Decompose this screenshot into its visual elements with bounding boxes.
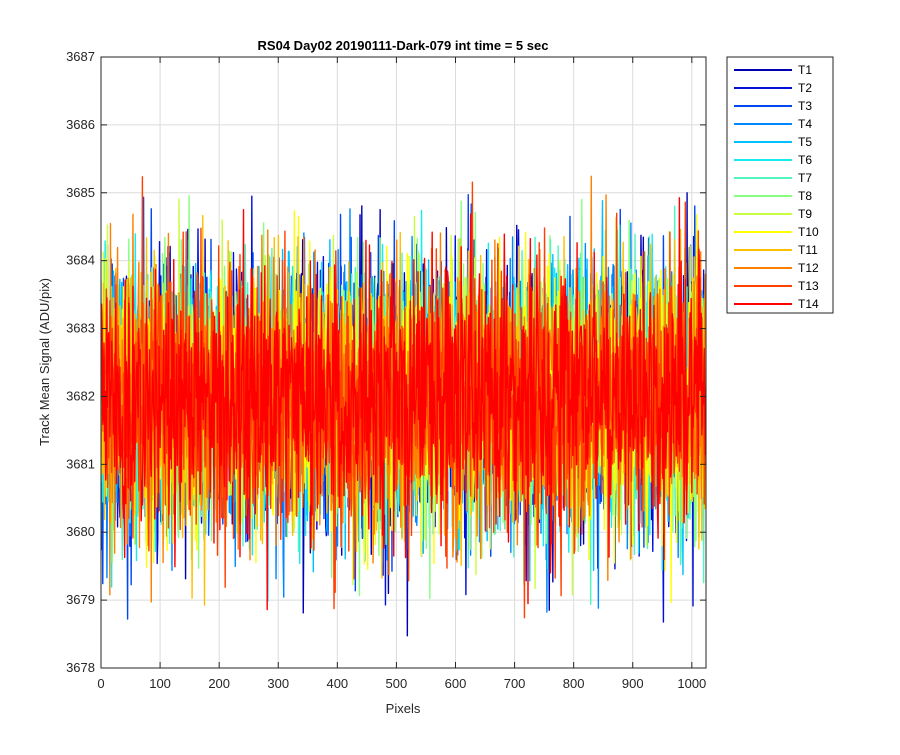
plot-frame (100, 56, 707, 669)
y-tick-label: 3682 (66, 388, 95, 403)
x-tick-label: 600 (445, 676, 467, 691)
legend-label-t12: T12 (798, 261, 819, 275)
legend: T1 T2 T3 T4 T5 T6 T7 T8 T9 T10 T11 T12 T13 T14 (726, 56, 834, 314)
x-tick-label: 900 (622, 676, 644, 691)
y-tick-label: 3681 (66, 456, 95, 471)
x-tick-label: 200 (208, 676, 230, 691)
legend-label-t3: T3 (798, 99, 812, 113)
y-tick-label: 3685 (66, 185, 95, 200)
legend-label-t5: T5 (798, 135, 812, 149)
legend-label-t8: T8 (798, 189, 812, 203)
legend-label-t10: T10 (798, 225, 819, 239)
legend-label-t9: T9 (798, 207, 812, 221)
x-axis-label: Pixels (386, 701, 421, 716)
series-line-t14 (101, 197, 706, 611)
legend-label-t6: T6 (798, 153, 812, 167)
x-tick-label: 700 (504, 676, 526, 691)
y-tick-label: 3684 (66, 253, 95, 268)
y-tick-label: 3683 (66, 321, 95, 336)
x-tick-label: 800 (563, 676, 585, 691)
x-tick-label: 0 (97, 676, 104, 691)
x-tick-labels: 0 100 200 300 400 500 600 700 800 900 1000 (97, 676, 706, 691)
x-tick-label: 100 (149, 676, 171, 691)
legend-label-t2: T2 (798, 81, 812, 95)
y-axis-label: Track Mean Signal (ADU/pix) (37, 278, 52, 446)
y-tick-label: 3680 (66, 524, 95, 539)
legend-label-t11: T11 (798, 243, 818, 257)
y-tick-label: 3679 (66, 592, 95, 607)
x-tick-label: 500 (386, 676, 408, 691)
legend-label-t4: T4 (798, 117, 812, 131)
axis-ticks (100, 56, 706, 669)
x-tick-label: 400 (326, 676, 348, 691)
y-tick-labels: 3678 3679 3680 3681 3682 3683 3684 3685 3686 3687 (66, 49, 95, 675)
legend-box (726, 56, 834, 314)
legend-label-t13: T13 (798, 279, 819, 293)
y-tick-label: 3687 (66, 49, 95, 64)
x-tick-label: 1000 (677, 676, 706, 691)
legend-label-t7: T7 (798, 171, 812, 185)
legend-label-t14: T14 (798, 297, 819, 311)
x-tick-label: 300 (267, 676, 289, 691)
chart-title: RS04 Day02 20190111-Dark-079 int time = … (258, 38, 549, 53)
legend-label-t1: T1 (798, 63, 812, 77)
y-tick-label: 3678 (66, 660, 95, 675)
y-tick-label: 3686 (66, 117, 95, 132)
series-lines (101, 175, 706, 637)
